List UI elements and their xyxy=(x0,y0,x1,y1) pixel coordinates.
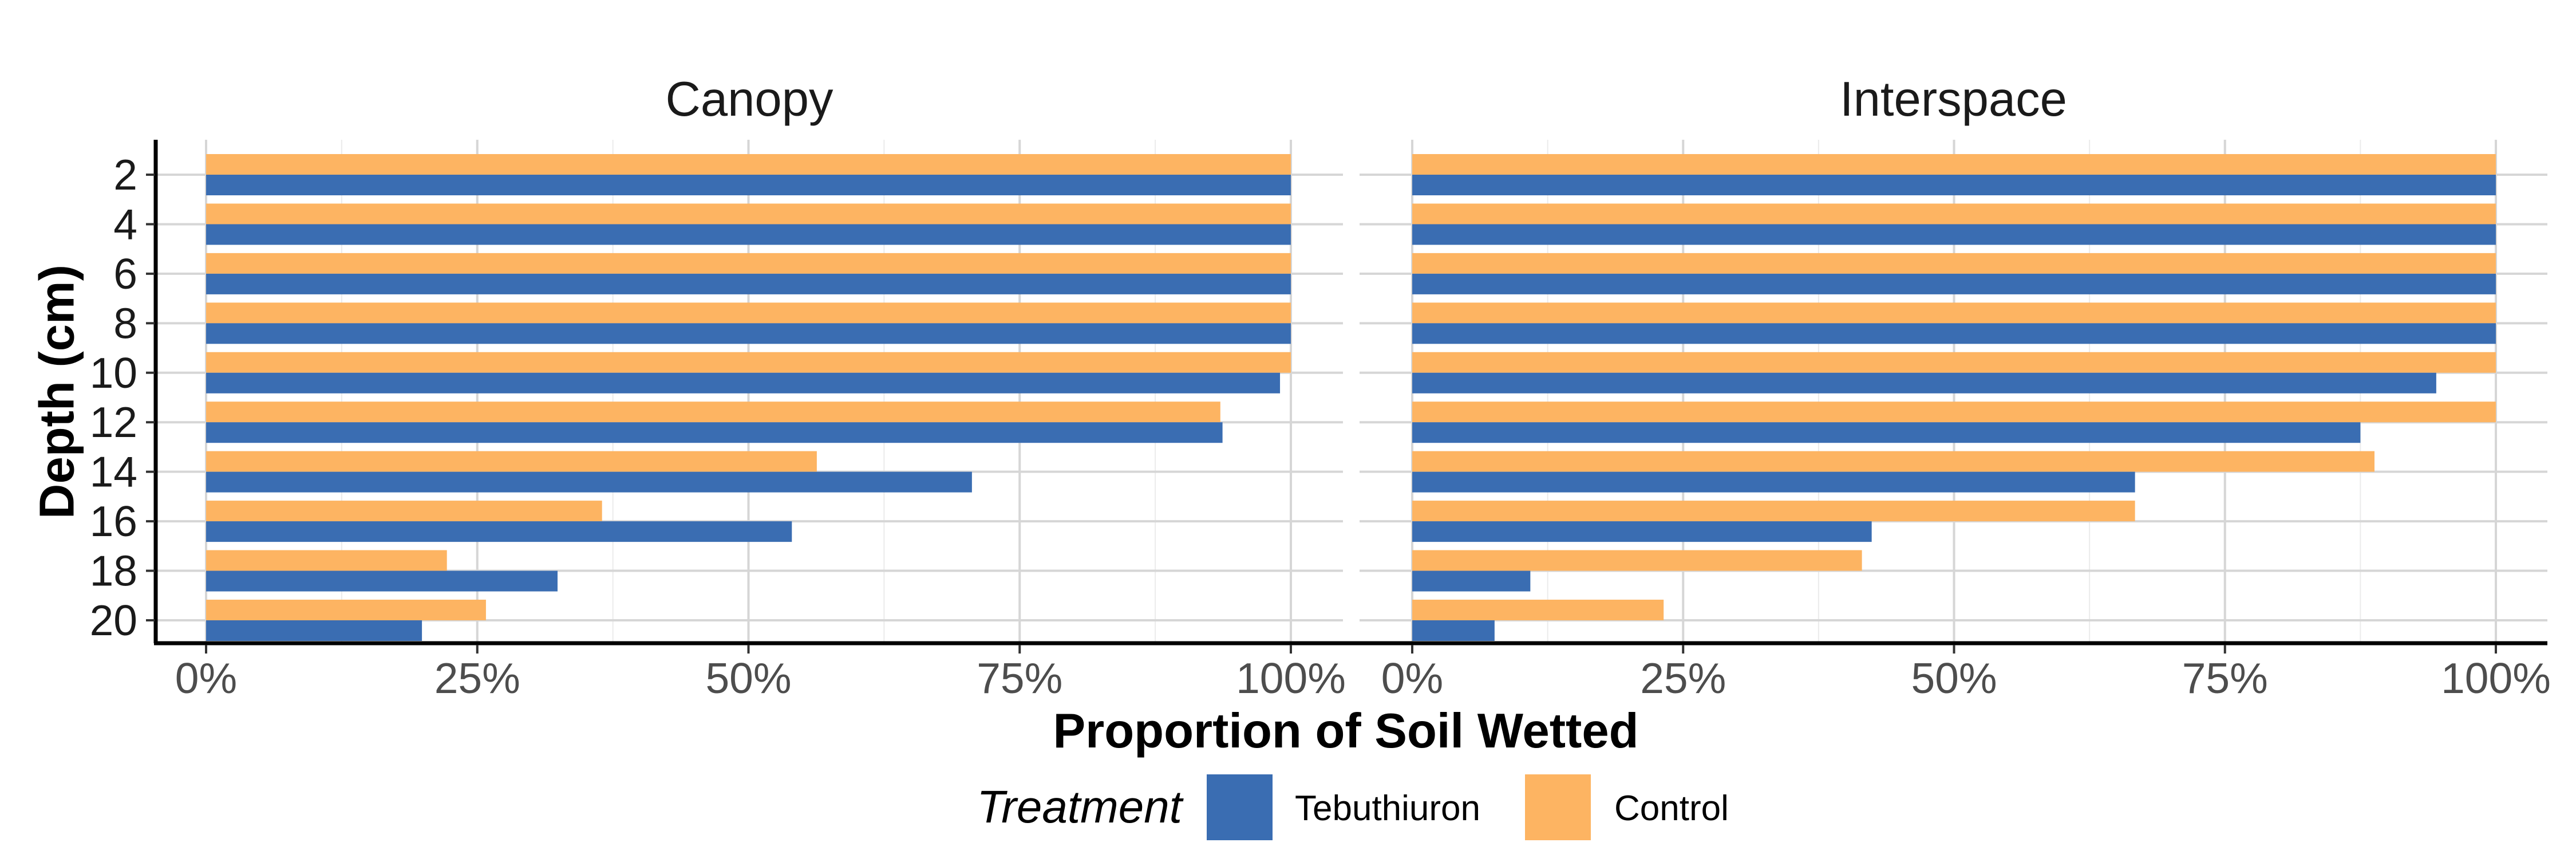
bar-canopy-control-20 xyxy=(206,600,486,620)
bar-interspace-control-8 xyxy=(1412,302,2496,324)
x-tick-label: 100% xyxy=(2441,654,2551,702)
y-tick-label: 18 xyxy=(90,547,137,595)
bar-canopy-control-6 xyxy=(206,253,1291,274)
bar-interspace-control-20 xyxy=(1412,600,1664,620)
bar-interspace-control-6 xyxy=(1412,253,2496,274)
bar-canopy-tebuthiuron-8 xyxy=(206,323,1291,344)
panels-layer: Canopy Interspace xyxy=(156,72,2547,643)
x-tick-label: 75% xyxy=(2182,654,2268,702)
x-tick-label: 0% xyxy=(1381,654,1443,702)
bar-interspace-control-12 xyxy=(1412,402,2496,423)
bar-interspace-tebuthiuron-18 xyxy=(1412,570,1531,592)
legend-key-control xyxy=(1525,774,1591,840)
x-axis-title: Proportion of Soil Wetted xyxy=(1053,704,1638,758)
bar-canopy-tebuthiuron-12 xyxy=(206,422,1223,443)
bar-canopy-control-18 xyxy=(206,550,447,571)
bar-canopy-tebuthiuron-6 xyxy=(206,273,1291,294)
legend-label-tebuthiuron: Tebuthiuron xyxy=(1295,789,1480,828)
bar-canopy-control-2 xyxy=(206,154,1291,175)
bar-interspace-tebuthiuron-20 xyxy=(1412,620,1495,641)
bar-canopy-tebuthiuron-18 xyxy=(206,570,558,592)
y-tick-label: 12 xyxy=(90,398,137,446)
bar-interspace-tebuthiuron-6 xyxy=(1412,273,2496,294)
bar-interspace-control-10 xyxy=(1412,352,2496,373)
x-ticks-layer: 0% 25% 50% 75% 100% 0% 25% 50% 75% 100% xyxy=(175,645,2551,702)
x-tick-label: 0% xyxy=(175,654,237,702)
y-tick-label: 8 xyxy=(113,299,137,347)
bar-canopy-control-8 xyxy=(206,302,1291,324)
legend: Treatment Tebuthiuron Control xyxy=(977,774,1729,840)
y-tick-label: 16 xyxy=(90,497,137,545)
facet-title-canopy: Canopy xyxy=(666,72,833,127)
facet-panel-interspace: Interspace xyxy=(1360,72,2547,643)
bar-canopy-tebuthiuron-10 xyxy=(206,372,1281,393)
legend-label-control: Control xyxy=(1614,789,1729,828)
x-tick-label: 25% xyxy=(434,654,520,702)
y-tick-label: 2 xyxy=(113,151,137,199)
bar-canopy-control-4 xyxy=(206,203,1291,225)
bar-interspace-control-16 xyxy=(1412,501,2135,522)
y-axis-title: Depth (cm) xyxy=(30,265,85,519)
facet-title-interspace: Interspace xyxy=(1840,72,2067,127)
x-tick-label: 50% xyxy=(705,654,791,702)
x-tick-label: 25% xyxy=(1640,654,1726,702)
facet-panel-canopy: Canopy xyxy=(156,72,1343,643)
bar-canopy-control-16 xyxy=(206,501,602,522)
bar-canopy-tebuthiuron-14 xyxy=(206,471,972,493)
x-tick-label: 50% xyxy=(1911,654,1997,702)
bar-canopy-control-10 xyxy=(206,352,1291,373)
x-tick-label: 75% xyxy=(977,654,1062,702)
x-tick-label: 100% xyxy=(1236,654,1346,702)
y-tick-label: 20 xyxy=(90,596,137,644)
y-tick-label: 14 xyxy=(90,448,137,496)
bar-interspace-tebuthiuron-10 xyxy=(1412,372,2436,393)
bar-interspace-tebuthiuron-2 xyxy=(1412,175,2496,195)
bar-interspace-tebuthiuron-12 xyxy=(1412,422,2361,443)
bar-interspace-tebuthiuron-4 xyxy=(1412,224,2496,245)
legend-key-tebuthiuron xyxy=(1207,774,1273,840)
bar-interspace-tebuthiuron-14 xyxy=(1412,471,2135,493)
y-tick-label: 6 xyxy=(113,250,137,298)
bar-interspace-tebuthiuron-16 xyxy=(1412,521,1872,542)
y-tick-label: 4 xyxy=(113,200,137,248)
bar-interspace-control-18 xyxy=(1412,550,1862,571)
bar-interspace-control-4 xyxy=(1412,203,2496,225)
bar-canopy-control-12 xyxy=(206,402,1220,423)
bar-canopy-tebuthiuron-2 xyxy=(206,175,1291,195)
bar-canopy-control-14 xyxy=(206,451,817,472)
y-tick-label: 10 xyxy=(90,349,137,397)
bar-interspace-tebuthiuron-8 xyxy=(1412,323,2496,344)
bar-canopy-tebuthiuron-4 xyxy=(206,224,1291,245)
bar-interspace-control-14 xyxy=(1412,451,2374,472)
bar-canopy-tebuthiuron-20 xyxy=(206,620,422,641)
bar-canopy-tebuthiuron-16 xyxy=(206,521,792,542)
bar-interspace-control-2 xyxy=(1412,154,2496,175)
legend-title: Treatment xyxy=(977,781,1183,832)
